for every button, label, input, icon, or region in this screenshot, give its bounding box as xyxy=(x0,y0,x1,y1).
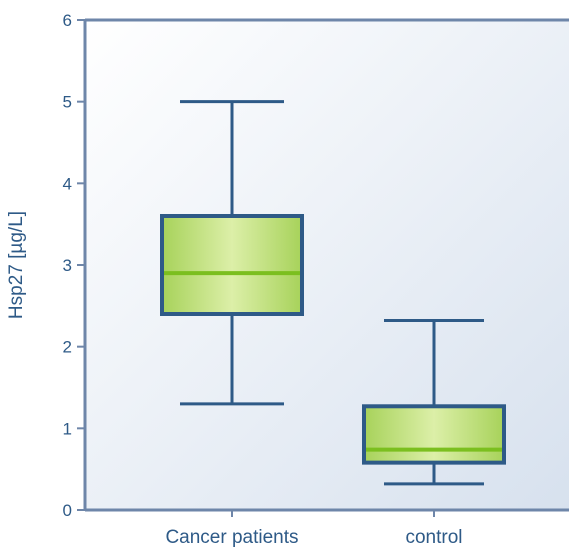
y-tick-label: 0 xyxy=(63,501,72,520)
box-cancer-patients xyxy=(160,100,304,406)
y-tick-label: 5 xyxy=(63,93,72,112)
y-tick-label: 1 xyxy=(63,419,72,438)
y-tick-label: 4 xyxy=(63,174,72,193)
y-tick-label: 3 xyxy=(63,256,72,275)
box-control xyxy=(362,319,506,486)
y-tick-label: 2 xyxy=(63,338,72,357)
y-axis-label: Hsp27 [µg/L] xyxy=(6,211,27,319)
iqr-box xyxy=(362,404,506,465)
iqr-box xyxy=(160,214,304,316)
y-tick-label: 6 xyxy=(63,11,72,30)
x-axis-ticks: Cancer patients control xyxy=(165,510,463,548)
box-series xyxy=(160,100,506,486)
x-tick-label: control xyxy=(405,527,462,548)
y-axis-ticks: 0 1 2 3 4 5 6 xyxy=(63,11,85,520)
x-tick-label: Cancer patients xyxy=(165,527,298,548)
